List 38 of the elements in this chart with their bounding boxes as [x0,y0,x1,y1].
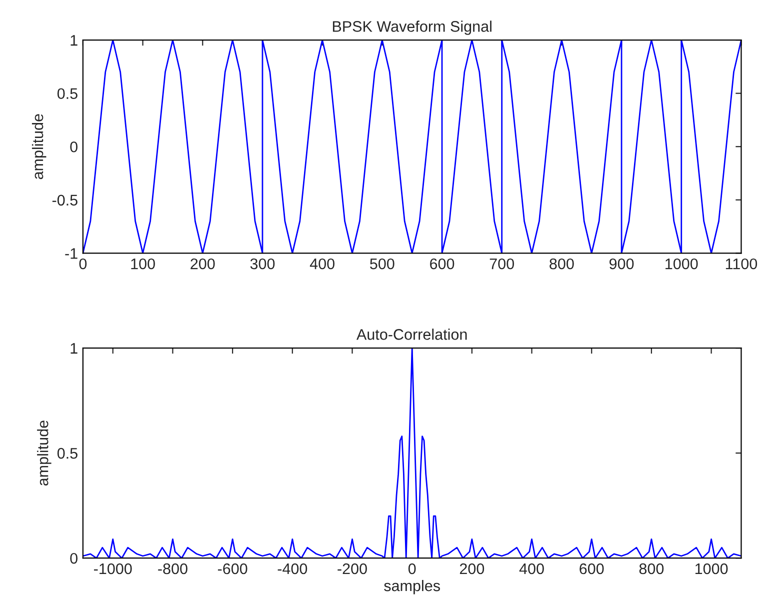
x-tick-label: 400 [310,258,334,270]
x-tick-label: 900 [610,258,634,270]
x-tick-label: 700 [490,258,514,270]
x-tick-label: 600 [580,563,604,574]
line-series [82,348,742,558]
y-tick-label: 0.5 [57,448,78,459]
x-tick-label: 1000 [695,563,728,574]
x-tick-label: -1000 [94,563,132,574]
x-tick-label: -600 [218,563,248,574]
x-tick-label: 600 [430,258,454,270]
x-tick-label: 0 [79,258,87,270]
y-axis-title: amplitude [32,114,46,180]
x-tick-label: 800 [639,563,664,574]
x-tick-label: 1000 [666,258,698,270]
y-tick-label: 0 [70,552,78,564]
y-tick-label: -0.5 [52,194,78,206]
line-series [82,40,742,254]
y-tick-label: 1 [70,35,78,46]
x-tick-label: 500 [370,258,394,270]
x-axis-title: samples [384,580,440,594]
x-tick-label: 100 [131,258,155,270]
y-tick-label: 0 [70,141,78,152]
x-tick-label: 800 [550,258,574,270]
x-tick-label: -400 [278,563,308,574]
x-tick-label: 200 [460,563,484,574]
y-tick-label: 0.5 [57,88,78,100]
y-axis-title: amplitude [37,420,52,486]
y-tick-label: 1 [70,343,78,354]
x-tick-label: 1100 [726,258,758,270]
chart-title: BPSK Waveform Signal [332,20,492,35]
x-tick-label: -800 [158,563,188,574]
x-tick-label: 200 [190,258,215,270]
x-tick-label: 0 [408,563,416,574]
x-tick-label: -200 [338,563,367,574]
x-tick-label: 300 [250,258,275,270]
y-tick-label: -1 [65,248,78,259]
x-tick-label: 400 [519,563,544,574]
chart-title: Auto-Correlation [356,328,467,340]
